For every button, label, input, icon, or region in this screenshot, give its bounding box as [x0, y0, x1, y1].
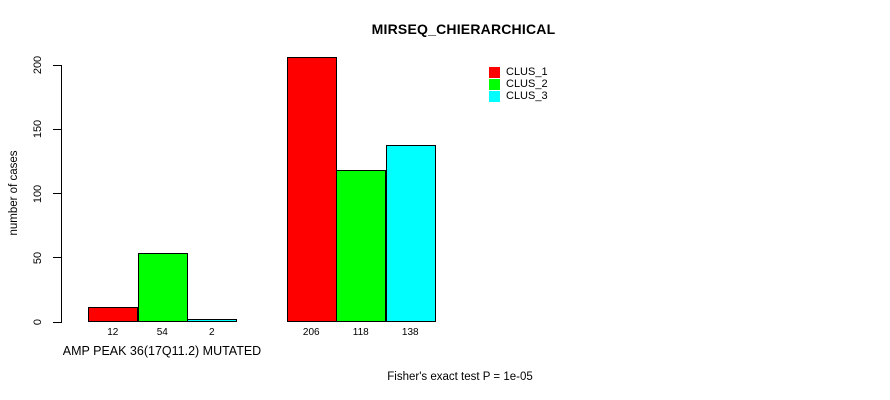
- legend-row: CLUS_1: [489, 66, 548, 78]
- y-axis-tick-label: 200: [32, 55, 44, 75]
- bar-value-label: 54: [156, 327, 168, 338]
- bar-value-label: 206: [302, 327, 320, 338]
- legend-label-clus-3: CLUS_3: [506, 90, 548, 103]
- bar-clus-1-group-2: [286, 57, 337, 322]
- bar-value-label: 138: [401, 327, 419, 338]
- bar-clus-3-group-1: [187, 319, 237, 322]
- bar-clus-3-group-2: [385, 144, 436, 322]
- y-axis-tick-label: 100: [32, 184, 44, 203]
- legend-swatch-clus-1: [489, 66, 500, 78]
- y-axis-tick: [53, 257, 61, 259]
- y-axis-line: [61, 65, 62, 323]
- y-axis-tick-label: 0: [32, 318, 44, 326]
- bar-clus-2-group-2: [336, 170, 386, 322]
- footnote: Fisher's exact test P = 1e-05: [387, 371, 533, 383]
- y-axis-tick-label: 50: [32, 251, 44, 264]
- bar-clus-1-group-1: [88, 306, 138, 322]
- legend-row: CLUS_3: [489, 91, 548, 103]
- x-axis-label: AMP PEAK 36(17Q11.2) MUTATED: [62, 344, 262, 358]
- y-axis-tick: [53, 193, 61, 194]
- bar-clus-2-group-1: [137, 252, 188, 322]
- y-axis-tick: [53, 64, 61, 66]
- bar-value-label: 12: [107, 327, 119, 338]
- legend-swatch-clus-3: [489, 91, 500, 103]
- chart-title: MIRSEQ_CHIERARCHICAL: [371, 21, 556, 37]
- y-axis-label: number of cases: [8, 150, 20, 236]
- bar-value-label: 2: [208, 327, 215, 338]
- legend-row: CLUS_2: [489, 78, 548, 90]
- legend-swatch-clus-2: [489, 78, 500, 90]
- legend-label-clus-1: CLUS_1: [506, 65, 548, 78]
- bar-value-label: 118: [352, 327, 369, 338]
- legend-label-clus-2: CLUS_2: [506, 77, 548, 90]
- y-axis-tick: [53, 321, 61, 323]
- y-axis-tick: [53, 128, 61, 130]
- legend: CLUS_1 CLUS_2 CLUS_3: [489, 66, 548, 103]
- y-axis-tick-label: 150: [32, 120, 44, 139]
